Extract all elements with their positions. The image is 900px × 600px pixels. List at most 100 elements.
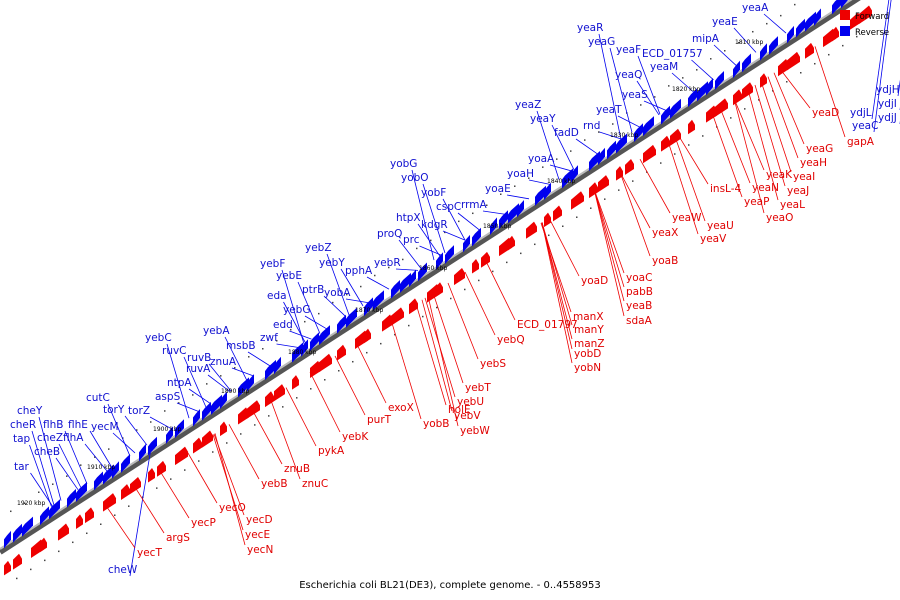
leader-znuA: [231, 367, 255, 377]
tick-dot: [772, 90, 774, 92]
leader-exoX: [355, 342, 387, 404]
forward-gene-arrow: [661, 135, 670, 152]
gene-label-yeaP: yeaP: [744, 196, 769, 208]
kbp-label: 1840 kbp: [547, 178, 575, 185]
gene-label-sdaA: sdaA: [626, 315, 653, 327]
reverse-gene-arrow: [337, 314, 346, 334]
leader-yecM: [112, 432, 136, 454]
tick-dot: [72, 541, 74, 544]
forward-gene-arrow: [337, 344, 346, 361]
leader-tar: [30, 472, 53, 507]
kbp-label: 1900 kbp: [153, 426, 181, 433]
forward-gene-arrow: [787, 51, 800, 71]
forward-gene-arrow: [148, 467, 155, 483]
leader-yecP: [158, 469, 190, 519]
tick-dot: [478, 279, 480, 282]
forward-gene-arrow: [715, 98, 728, 117]
gene-label-rrmA: rrmA: [461, 199, 487, 211]
reverse-gene-arrow: [193, 408, 200, 427]
reverse-gene-arrow: [202, 401, 211, 421]
tick-dot: [422, 315, 424, 318]
leader-yobG: [411, 169, 435, 261]
leader-yeaU: [674, 136, 706, 222]
leader-yebZ: [326, 253, 350, 316]
leader-yobN: [541, 222, 573, 364]
gene-label-flhE: flhE: [68, 419, 88, 431]
forward-gene-arrow: [319, 353, 332, 373]
leader-cheB: [55, 457, 79, 490]
gene-label-yebB: yebB: [261, 478, 288, 490]
reverse-gene-arrow: [733, 60, 740, 79]
tick-dot: [44, 559, 46, 562]
tick-dot: [794, 3, 796, 6]
gene-label-yobF: yobF: [421, 187, 446, 199]
forward-gene-arrow: [742, 82, 753, 100]
forward-gene-arrow: [706, 105, 717, 123]
gene-label-yoaE: yoaE: [485, 183, 511, 195]
gene-label-yeaV: yeaV: [700, 233, 727, 245]
gene-label-kdgR: kdgR: [421, 219, 448, 231]
gene-label-ECD_01797: ECD_01797: [517, 319, 578, 331]
gene-label-eda: eda: [267, 290, 287, 302]
gene-label-cheZ: cheZ: [37, 432, 63, 444]
tick-dot: [688, 144, 690, 146]
tick-dot: [16, 577, 18, 580]
tick-dot: [542, 166, 544, 168]
reverse-gene-arrow: [211, 394, 222, 415]
tick-dot: [458, 220, 460, 223]
forward-gene-arrow: [202, 430, 213, 448]
leader-yebG: [304, 315, 328, 330]
tick-dot: [366, 351, 368, 354]
leader-torZ: [149, 416, 173, 430]
tick-dot: [332, 301, 334, 304]
tick-dot: [360, 285, 362, 288]
leader-yebF: [281, 269, 305, 345]
gene-label-yebR: yebR: [374, 257, 401, 269]
leader-yebV: [421, 299, 453, 412]
forward-gene-arrow: [553, 205, 562, 222]
leader-yeaY: [551, 124, 575, 170]
gene-label-torZ: torZ: [128, 405, 150, 417]
tick-dot: [86, 532, 88, 535]
kbp-label: 1810 kbp: [735, 39, 763, 46]
tick-dot: [856, 35, 858, 38]
reverse-gene-arrow: [436, 252, 443, 270]
kbp-label: 1910 kbp: [87, 464, 115, 471]
forward-gene-arrow: [76, 514, 83, 529]
gene-label-yobD: yobD: [574, 348, 601, 360]
gene-label-cheR: cheR: [10, 419, 36, 431]
tick-dot: [654, 96, 656, 98]
legend-reverse-label: Reverse: [855, 28, 889, 38]
tick-dot: [702, 135, 704, 137]
forward-label-leaders: [104, 46, 846, 549]
kbp-label: 1860 kbp: [419, 265, 447, 272]
tick-dot: [464, 288, 466, 291]
leader-aspS: [176, 402, 200, 413]
gene-label-flhA: flhA: [63, 432, 84, 444]
tick-dot: [324, 379, 326, 381]
leader-purT: [334, 355, 366, 416]
reverse-gene-arrow: [76, 481, 87, 502]
reverse-gene-arrow: [472, 227, 481, 247]
leader-yeaV: [667, 141, 699, 235]
leader-yeaM: [671, 72, 695, 93]
gene-label-znuB: znuB: [284, 463, 310, 475]
leader-pabB: [593, 188, 625, 288]
leader-gapA: [814, 46, 846, 138]
leader-yebY: [340, 268, 364, 307]
gene-label-gapA: gapA: [847, 136, 875, 148]
forward-gene-arrow: [382, 314, 393, 332]
reverse-gene-arrow: [616, 133, 627, 154]
leader-yeaZ: [536, 110, 560, 180]
gene-label-yeaU: yeaU: [707, 220, 734, 232]
leader-yebK: [309, 371, 341, 433]
reverse-gene-arrow: [463, 234, 470, 253]
tick-dot: [758, 99, 760, 101]
gene-label-yoaB: yoaB: [652, 255, 678, 267]
gene-label-cheY: cheY: [17, 405, 43, 417]
leader-yebA: [224, 336, 248, 381]
tick-dot: [318, 312, 320, 315]
forward-gene-arrow: [85, 507, 94, 524]
leader-sdaA: [593, 188, 625, 317]
gene-label-ntpA: ntpA: [167, 377, 192, 389]
